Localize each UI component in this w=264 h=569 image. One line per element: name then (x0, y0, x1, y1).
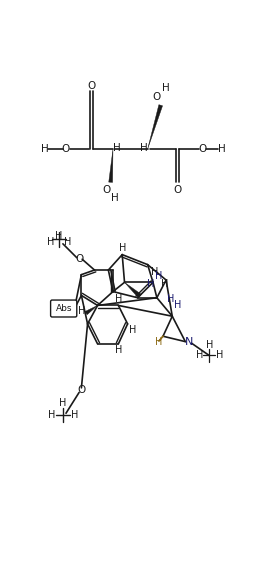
Text: H: H (206, 340, 213, 351)
Polygon shape (125, 282, 142, 298)
Text: O: O (103, 185, 111, 195)
Text: H: H (41, 144, 48, 154)
Text: H: H (151, 267, 158, 277)
Polygon shape (148, 105, 163, 149)
Text: O: O (77, 385, 86, 395)
Text: H: H (78, 306, 85, 316)
Text: H: H (71, 410, 78, 420)
Text: H: H (196, 351, 203, 361)
Text: H: H (113, 143, 121, 152)
Text: O: O (173, 185, 182, 195)
Polygon shape (85, 306, 98, 315)
Text: H: H (119, 244, 126, 253)
Text: H: H (218, 144, 225, 154)
Text: H: H (174, 300, 181, 311)
Text: H: H (167, 294, 175, 304)
Text: O: O (153, 92, 161, 102)
Text: H: H (215, 351, 223, 361)
Text: O: O (87, 81, 96, 91)
Text: H: H (161, 279, 168, 289)
Text: H: H (162, 83, 170, 93)
Text: H: H (115, 345, 122, 355)
Text: O: O (75, 254, 83, 264)
Text: O: O (198, 144, 206, 154)
Text: H: H (59, 398, 67, 408)
Text: H: H (129, 325, 136, 335)
Text: N: N (185, 337, 194, 347)
Text: H: H (111, 193, 118, 203)
Text: O: O (62, 144, 70, 154)
Text: H: H (115, 294, 122, 304)
Text: H: H (55, 231, 63, 241)
Polygon shape (109, 149, 113, 183)
Text: H: H (140, 143, 148, 152)
Text: H: H (147, 279, 154, 289)
Text: H: H (48, 410, 55, 420)
FancyBboxPatch shape (51, 300, 77, 317)
Text: H: H (155, 271, 162, 281)
Text: H: H (155, 337, 162, 347)
Text: Abs: Abs (55, 304, 72, 313)
Text: H: H (47, 237, 54, 246)
Text: H: H (64, 237, 71, 246)
